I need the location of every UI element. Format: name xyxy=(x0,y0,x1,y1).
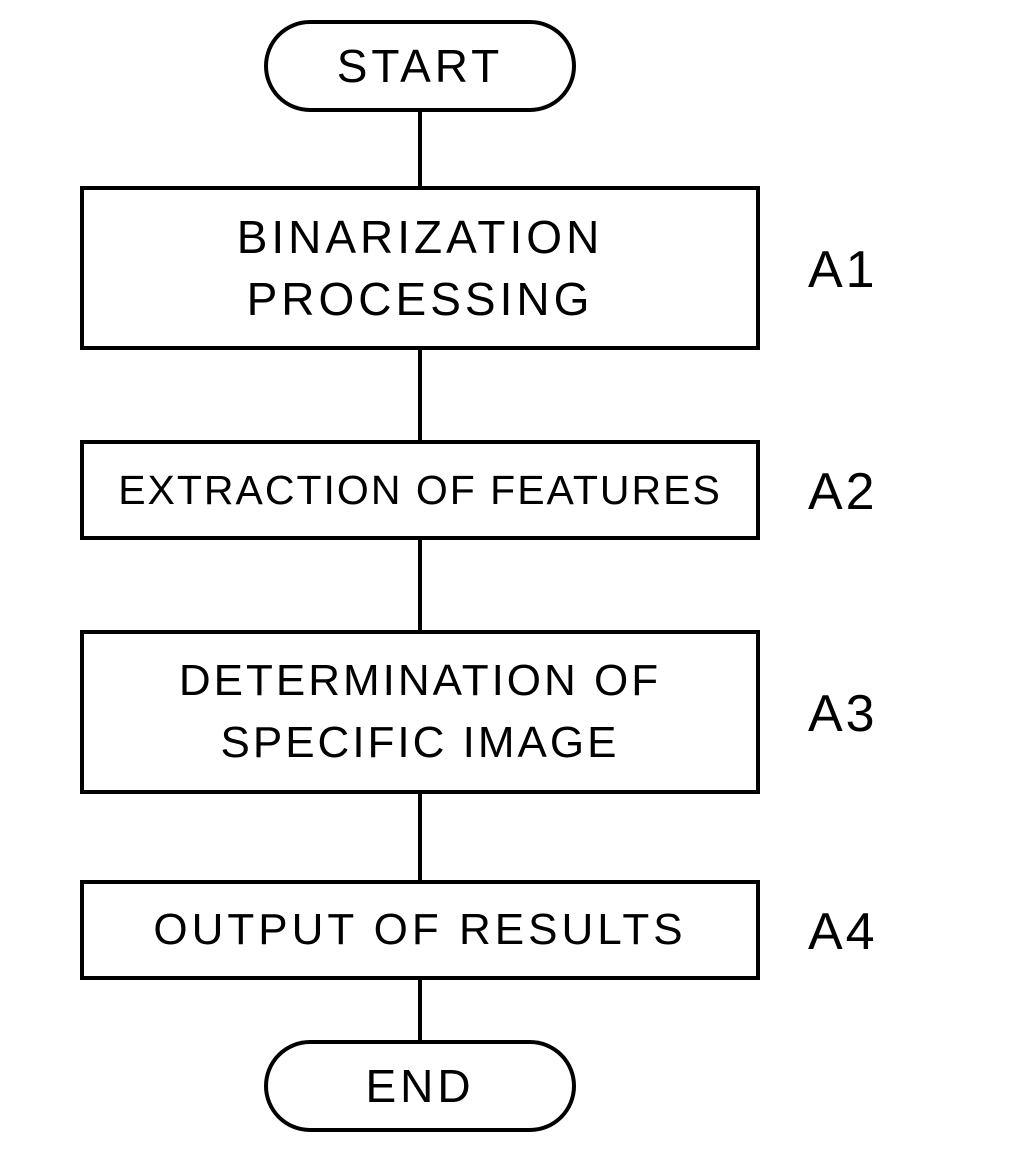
step-label-a2: A2 xyxy=(808,462,878,522)
terminator-end: END xyxy=(264,1040,576,1132)
step-label-a3: A3 xyxy=(808,684,878,744)
terminator-end-text: END xyxy=(365,1059,474,1113)
process-step-a1-text: BINARIZATION PROCESSING xyxy=(237,206,604,330)
process-step-a2: EXTRACTION OF FEATURES xyxy=(80,440,760,540)
connector-line xyxy=(418,980,422,1040)
terminator-start: START xyxy=(264,20,576,112)
process-step-a2-text: EXTRACTION OF FEATURES xyxy=(118,460,722,520)
connector-line xyxy=(418,112,422,186)
connector-line xyxy=(418,794,422,880)
process-step-a3-text: DETERMINATION OF SPECIFIC IMAGE xyxy=(179,650,661,774)
connector-line xyxy=(418,540,422,630)
connector-line xyxy=(418,350,422,440)
process-step-a4-text: OUTPUT OF RESULTS xyxy=(153,900,686,960)
step-label-a4: A4 xyxy=(808,902,878,962)
process-step-a4: OUTPUT OF RESULTS xyxy=(80,880,760,980)
terminator-start-text: START xyxy=(337,39,504,93)
process-step-a1: BINARIZATION PROCESSING xyxy=(80,186,760,350)
flowchart-canvas: START BINARIZATION PROCESSING A1 EXTRACT… xyxy=(0,0,1020,1155)
step-label-a1: A1 xyxy=(808,240,878,300)
process-step-a3: DETERMINATION OF SPECIFIC IMAGE xyxy=(80,630,760,794)
